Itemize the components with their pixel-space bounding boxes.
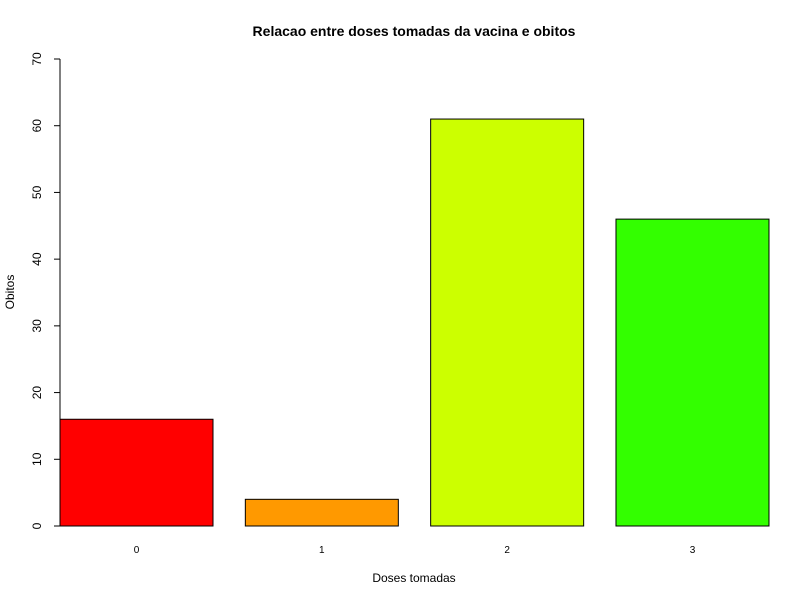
x-tick-label: 2 bbox=[504, 545, 510, 556]
y-tick-label: 10 bbox=[30, 452, 44, 466]
y-tick-label: 50 bbox=[30, 185, 44, 199]
y-tick-label: 60 bbox=[30, 119, 44, 133]
x-tick-label: 3 bbox=[690, 545, 696, 556]
y-tick-label: 70 bbox=[30, 52, 44, 66]
y-tick-label: 40 bbox=[30, 252, 44, 266]
x-tick-label: 0 bbox=[134, 545, 140, 556]
bar-3 bbox=[615, 218, 770, 527]
y-tick-label: 20 bbox=[30, 386, 44, 400]
y-axis: 0 10 20 30 40 50 60 70 bbox=[30, 52, 61, 529]
y-tick-label: 0 bbox=[30, 522, 44, 529]
y-tick-label: 30 bbox=[30, 319, 44, 333]
bar-1 bbox=[244, 498, 399, 527]
bar-0 bbox=[59, 418, 214, 527]
x-tick-labels: 0 1 2 3 bbox=[134, 545, 696, 556]
x-axis-label: Doses tomadas bbox=[372, 571, 455, 585]
x-tick-label: 1 bbox=[319, 545, 325, 556]
y-axis-label: Obitos bbox=[3, 275, 17, 310]
chart-title: Relacao entre doses tomadas da vacina e … bbox=[253, 23, 576, 39]
bar-2 bbox=[430, 118, 585, 527]
bars-group bbox=[59, 118, 770, 527]
